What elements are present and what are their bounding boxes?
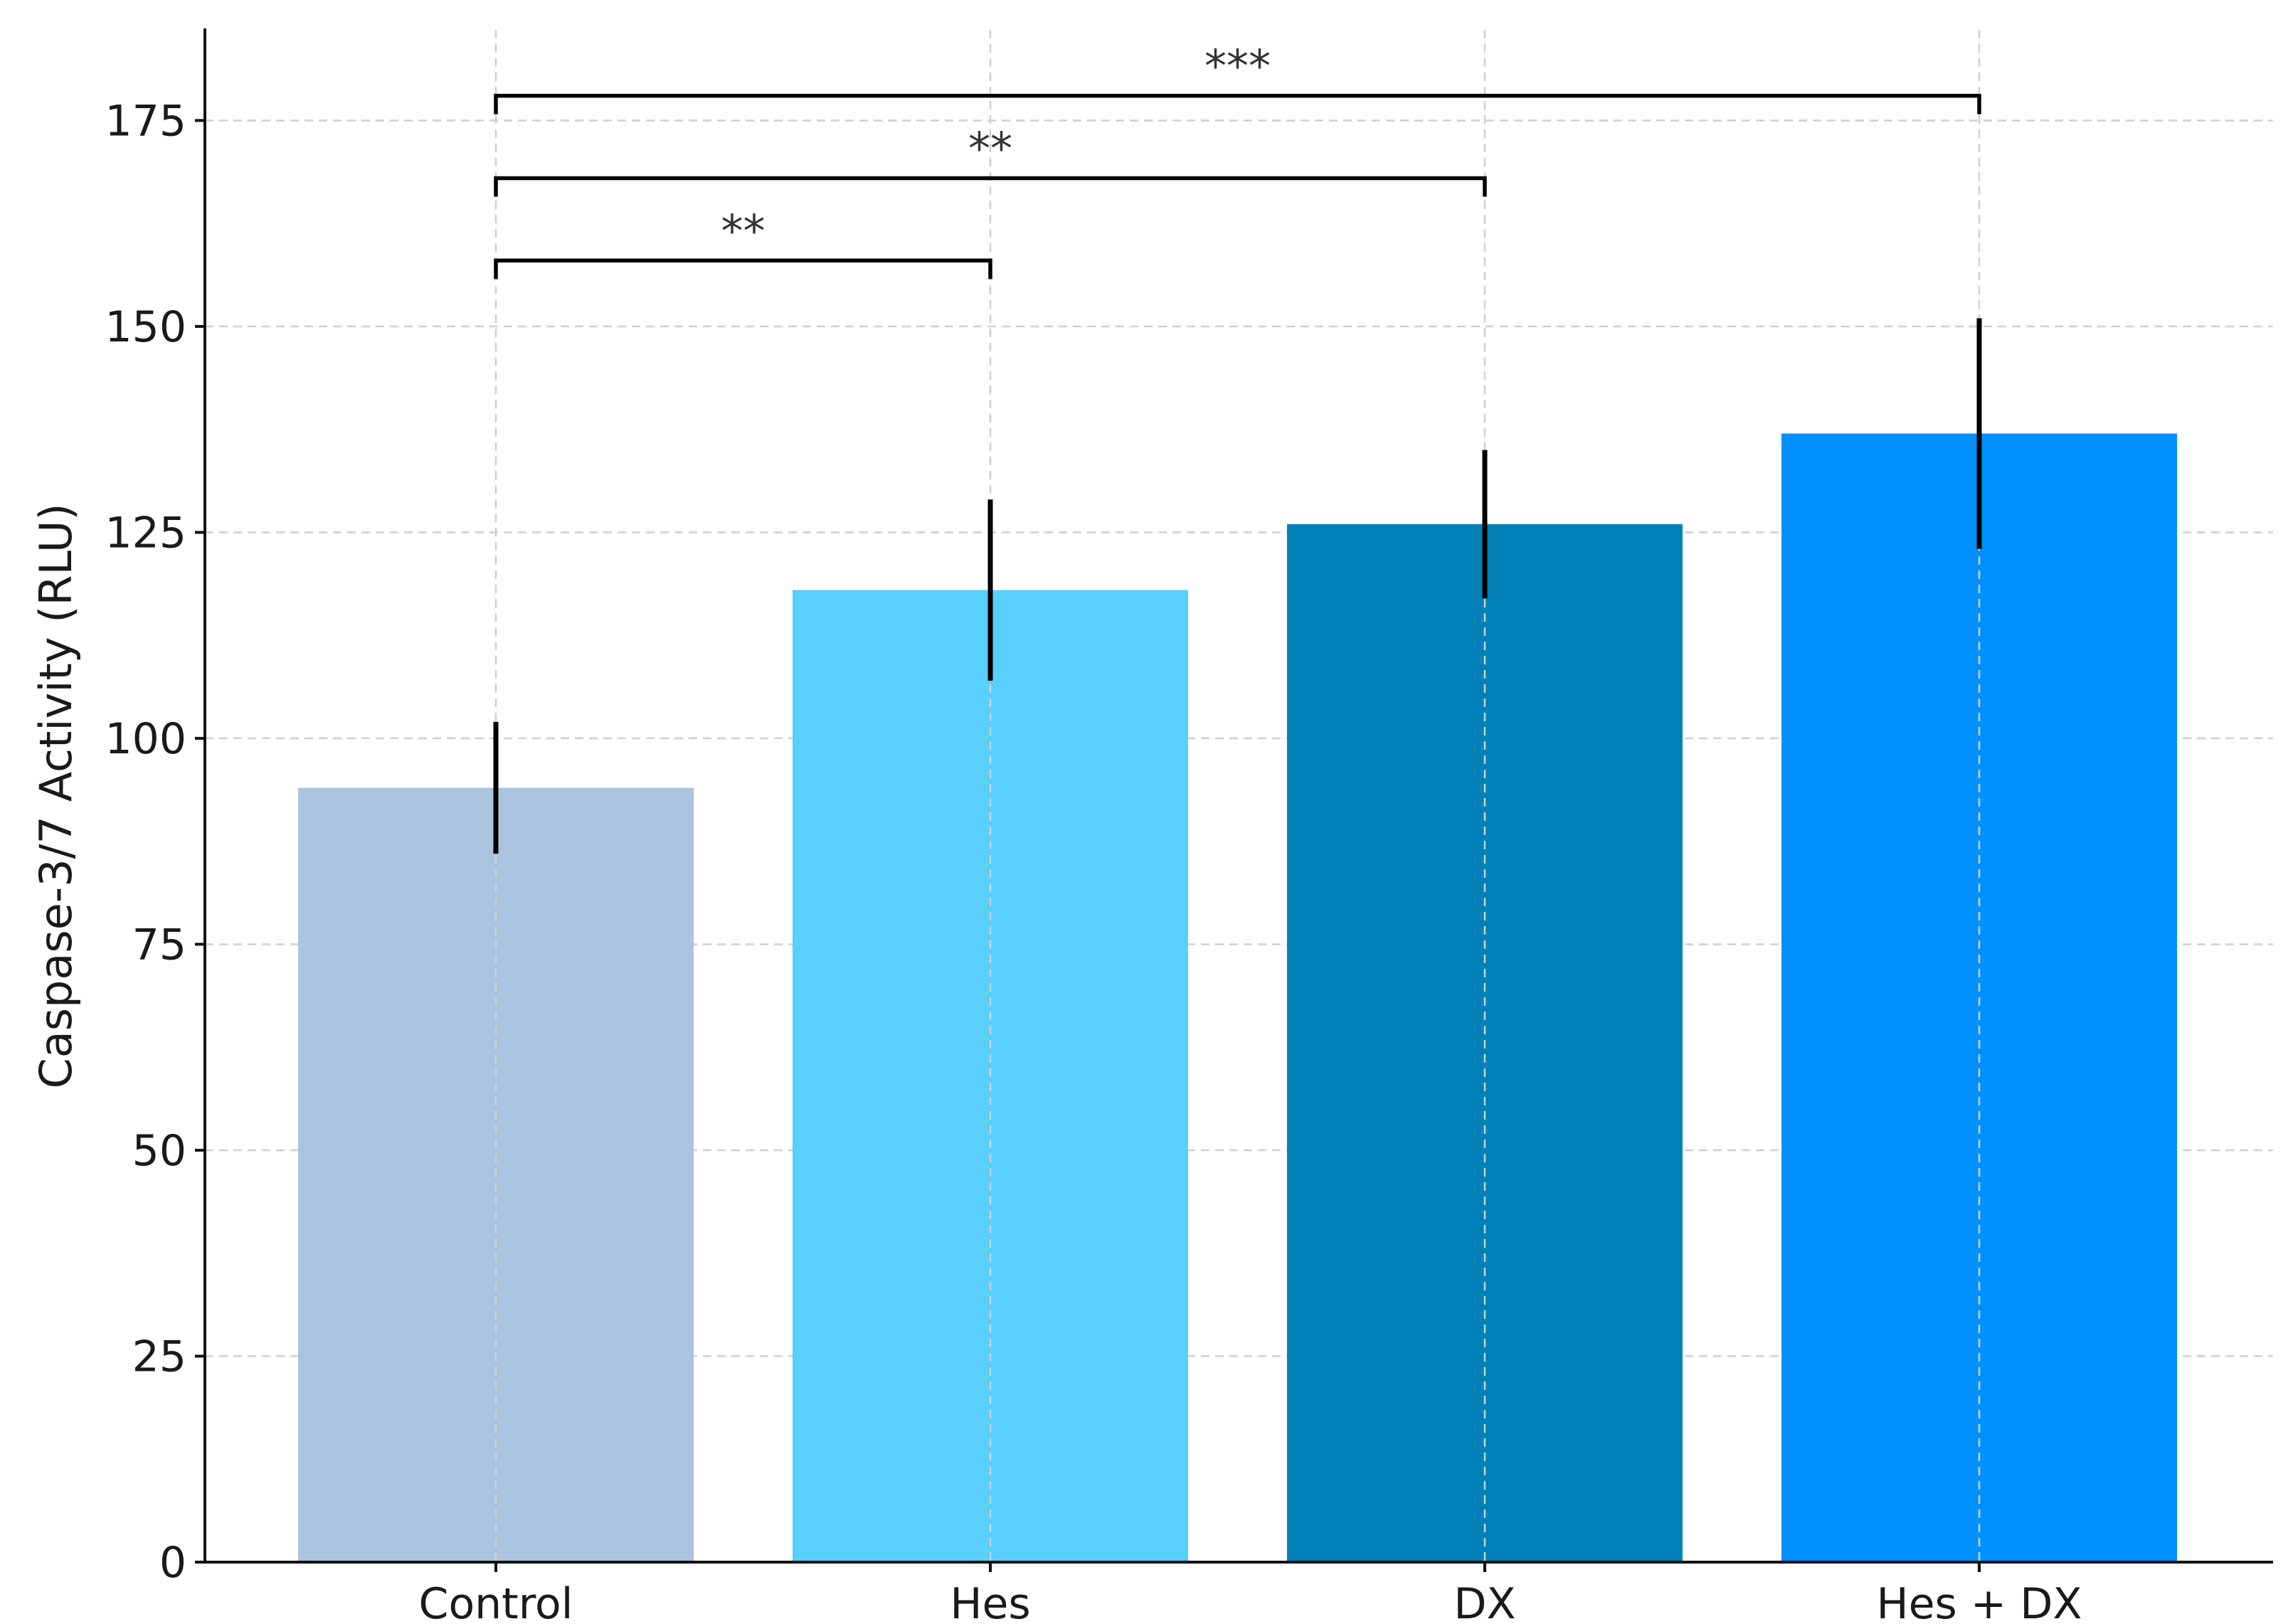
axes-layer (203, 28, 2273, 1564)
y-tick-label: 25 (132, 1332, 186, 1381)
y-tick-label: 100 (105, 714, 186, 764)
significance-bracket (494, 258, 992, 280)
y-tick-label: 125 (105, 508, 186, 558)
significance-bracket (494, 176, 1487, 197)
y-tick-label: 75 (132, 920, 186, 970)
significance-label: *** (1204, 41, 1271, 92)
significance-layer: ******* (494, 41, 1981, 280)
x-tick-label: Control (419, 1579, 573, 1624)
x-tick-label: DX (1453, 1579, 1515, 1624)
ticks-layer: 0 25 50 75 100 125 150 175 Control Hes DX Hes + DX (105, 96, 2082, 1624)
y-tick-label: 175 (105, 96, 186, 146)
y-tick-label: 150 (105, 302, 186, 352)
x-tick-label: Hes (950, 1579, 1030, 1624)
bars-layer (298, 433, 2177, 1563)
y-tick-label: 50 (132, 1126, 186, 1176)
y-tick-label: 0 (159, 1538, 186, 1588)
significance-label: ** (721, 205, 766, 257)
significance-bracket (494, 93, 1981, 115)
significance-label: ** (968, 122, 1012, 174)
error-bars-layer (493, 318, 1982, 854)
x-tick-label: Hes + DX (1876, 1579, 2082, 1624)
y-axis-label: Caspase-3/7 Activity (RLU) (30, 503, 82, 1088)
